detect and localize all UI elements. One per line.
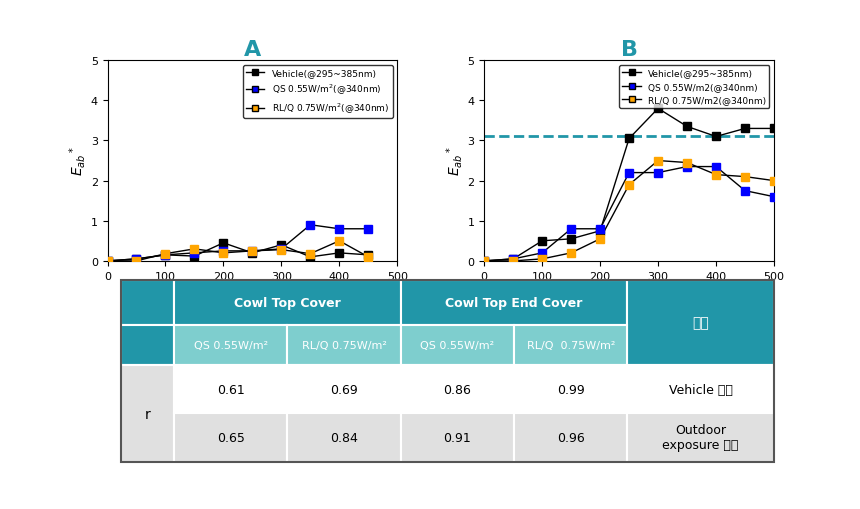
FancyBboxPatch shape [628,413,774,462]
FancyBboxPatch shape [174,413,287,462]
Title: A: A [243,40,261,60]
FancyBboxPatch shape [514,413,628,462]
Text: 0.99: 0.99 [556,383,585,396]
Text: 0.91: 0.91 [444,431,471,444]
Text: 0.61: 0.61 [217,383,245,396]
FancyBboxPatch shape [287,365,401,413]
Text: RL/Q  0.75W/m²: RL/Q 0.75W/m² [526,341,615,351]
Text: 0.84: 0.84 [330,431,358,444]
Text: Cowl Top Cover: Cowl Top Cover [234,296,341,309]
Text: Vehicle 기준: Vehicle 기준 [669,383,733,396]
FancyBboxPatch shape [174,326,287,365]
FancyBboxPatch shape [287,413,401,462]
FancyBboxPatch shape [401,280,628,326]
FancyBboxPatch shape [174,280,401,326]
Text: 0.96: 0.96 [556,431,585,444]
Legend: Vehicle(@295~385nm), QS 0.55W/m2(@340nm), RL/Q 0.75W/m2(@340nm): Vehicle(@295~385nm), QS 0.55W/m2(@340nm)… [619,66,770,109]
FancyBboxPatch shape [514,365,628,413]
FancyBboxPatch shape [120,365,174,462]
FancyBboxPatch shape [401,413,514,462]
Text: 0.65: 0.65 [217,431,245,444]
Y-axis label: $E_{ab}$$^*$: $E_{ab}$$^*$ [67,147,88,176]
FancyBboxPatch shape [120,280,174,326]
FancyBboxPatch shape [401,365,514,413]
Text: 0.69: 0.69 [330,383,358,396]
FancyBboxPatch shape [401,326,514,365]
FancyBboxPatch shape [120,326,174,365]
FancyBboxPatch shape [174,365,287,413]
FancyBboxPatch shape [514,326,628,365]
FancyBboxPatch shape [628,365,774,413]
Text: r: r [144,407,150,421]
Text: Cowl Top End Cover: Cowl Top End Cover [445,296,583,309]
Text: QS 0.55W/m²: QS 0.55W/m² [194,341,267,351]
Text: QS 0.55W/m²: QS 0.55W/m² [421,341,494,351]
Legend: Vehicle(@295~385nm), QS 0.55W/m$^2$(@340nm), RL/Q 0.75W/m$^2$(@340nm): Vehicle(@295~385nm), QS 0.55W/m$^2$(@340… [243,66,393,119]
X-axis label: UV Irradiation(MJ/m$^2$): UV Irradiation(MJ/m$^2$) [193,287,312,305]
FancyBboxPatch shape [628,280,774,365]
X-axis label: UV Irradiation(MJ/m$^2$): UV Irradiation(MJ/m$^2$) [569,287,689,305]
Text: Outdoor
exposure 기준: Outdoor exposure 기준 [662,423,739,451]
Title: B: B [621,40,637,60]
Text: 0.86: 0.86 [444,383,471,396]
Y-axis label: $E_{ab}$$^*$: $E_{ab}$$^*$ [444,147,464,176]
FancyBboxPatch shape [287,326,401,365]
Text: RL/Q 0.75W/m²: RL/Q 0.75W/m² [302,341,386,351]
Text: 비고: 비고 [692,316,709,330]
